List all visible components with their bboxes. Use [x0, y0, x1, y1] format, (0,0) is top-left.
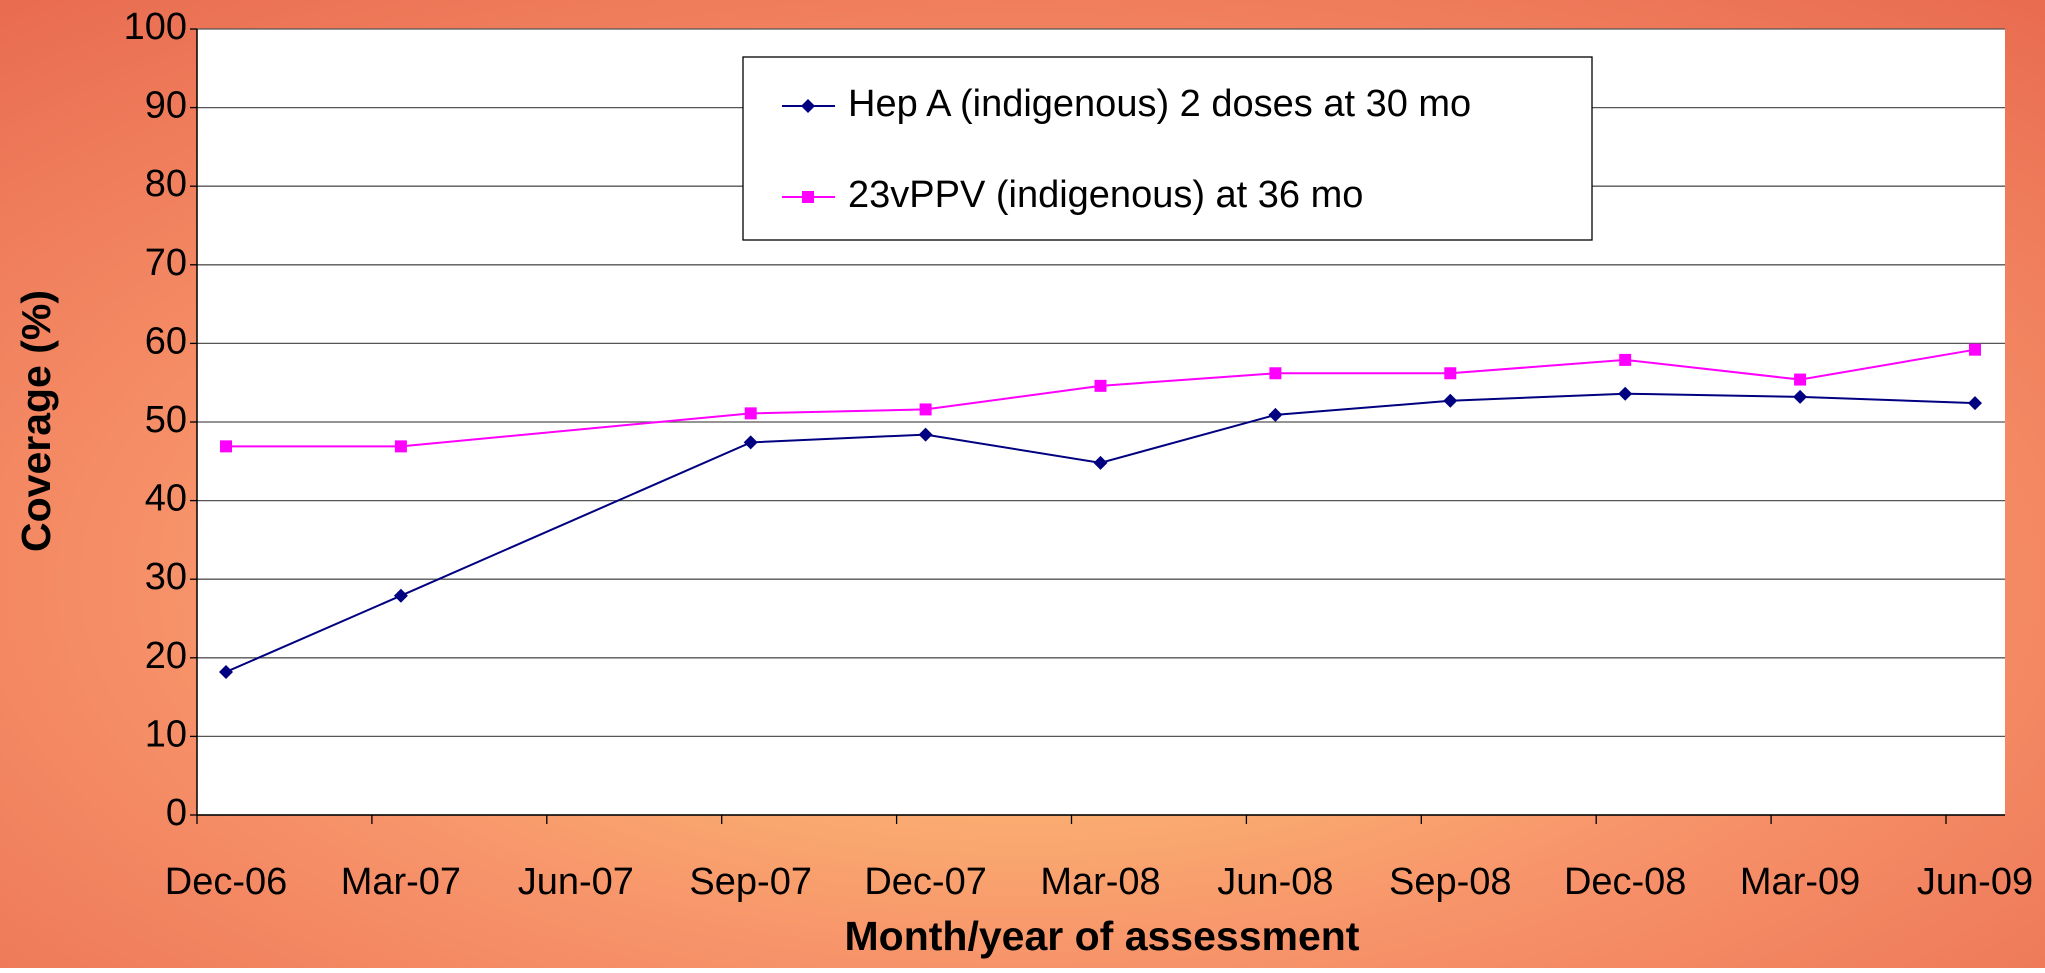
y-tick-label: 0 [166, 792, 187, 834]
point [1619, 354, 1631, 366]
y-tick-label: 40 [145, 478, 187, 520]
point [1269, 367, 1281, 379]
x-tick-label: Jun-08 [1217, 861, 1333, 903]
x-axis-title: Month/year of assessment [845, 913, 1360, 959]
point [220, 440, 232, 452]
x-tick-label: Dec-06 [165, 861, 288, 903]
x-tick-label: Jun-07 [518, 861, 634, 903]
legend-label: 23vPPV (indigenous) at 36 mo [848, 174, 1363, 216]
x-tick-label: Sep-08 [1389, 861, 1512, 903]
legend: Hep A (indigenous) 2 doses at 30 mo 23vPP… [743, 57, 1592, 240]
y-tick-label: 10 [145, 713, 187, 755]
x-tick-label: Mar-09 [1740, 861, 1860, 903]
x-tick-label: Mar-08 [1040, 861, 1160, 903]
point [395, 440, 407, 452]
x-tick-label: Sep-07 [689, 861, 812, 903]
y-tick-label: 80 [145, 163, 187, 205]
y-tick-label: 90 [145, 85, 187, 127]
point [1095, 380, 1107, 392]
x-tick-label: Dec-08 [1564, 861, 1687, 903]
x-tick-label: Mar-07 [341, 861, 461, 903]
chart: 0 10 20 30 40 50 60 70 80 90 100 Dec-06 Mar-07 Jun-07… [0, 0, 2045, 968]
x-tick-label: Dec-07 [864, 861, 987, 903]
y-tick-label: 50 [145, 399, 187, 441]
x-tick-label: Jun-09 [1917, 861, 2033, 903]
y-tick-label: 20 [145, 635, 187, 677]
y-tick-label: 100 [124, 6, 187, 48]
point [1794, 374, 1806, 386]
legend-label: Hep A (indigenous) 2 doses at 30 mo [848, 83, 1471, 125]
point [920, 403, 932, 415]
y-tick-label: 70 [145, 242, 187, 284]
point [1969, 344, 1981, 356]
page: 0 10 20 30 40 50 60 70 80 90 100 Dec-06 Mar-07 Jun-07… [0, 0, 2045, 973]
y-tick-label: 60 [145, 320, 187, 362]
y-tick-label: 30 [145, 556, 187, 598]
point [1444, 367, 1456, 379]
legend-marker [802, 191, 814, 203]
point [745, 407, 757, 419]
y-axis-title: Coverage (%) [13, 290, 59, 552]
